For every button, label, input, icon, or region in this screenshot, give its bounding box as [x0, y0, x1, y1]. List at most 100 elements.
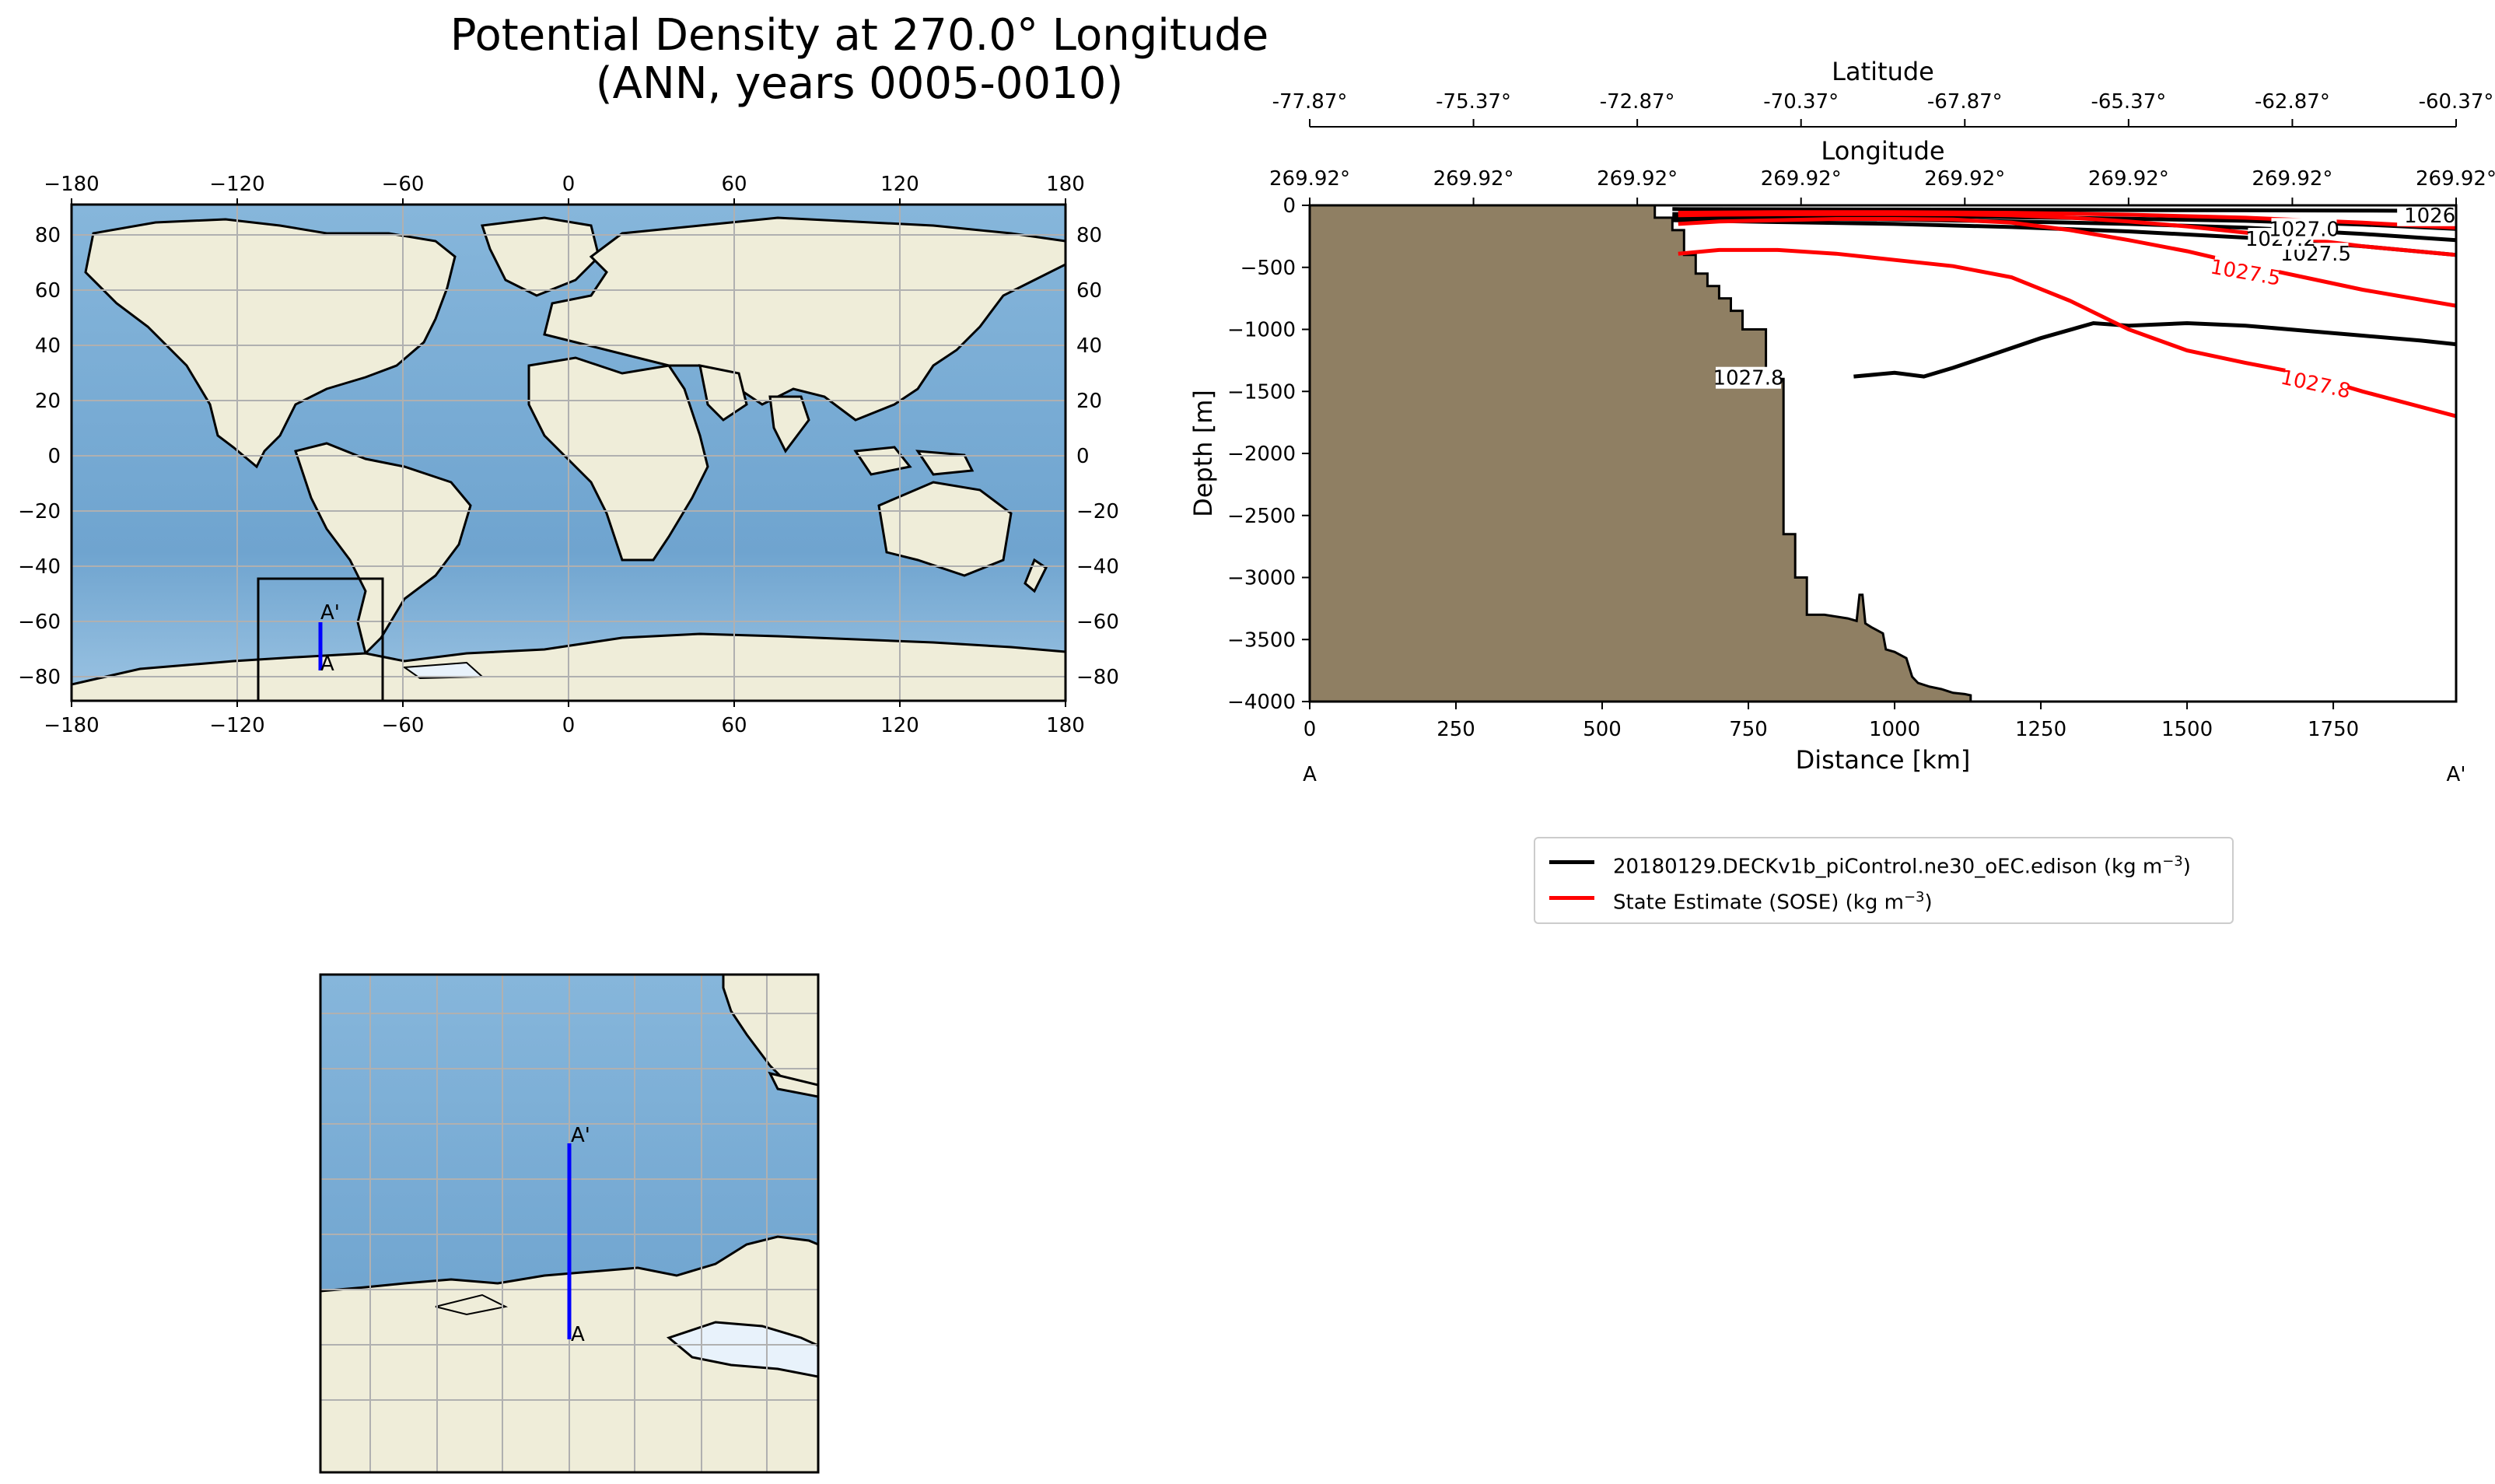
global-bottom-tick-label: −180	[44, 714, 99, 737]
latitude-tick-label: -72.87°	[1600, 90, 1675, 114]
global-right-tick-label: 80	[1076, 224, 1102, 247]
contour-line-4	[1672, 207, 2456, 213]
contour-label-bg	[2397, 205, 2456, 226]
latitude-tick-label: -60.37°	[2419, 90, 2494, 114]
distance-tick-label: 500	[1583, 718, 1622, 741]
depth-tick-label: −2500	[1227, 505, 1296, 528]
legend-label-sose: State Estimate (SOSE) (kg m	[1613, 891, 1904, 915]
inset-map: A' A	[319, 973, 820, 1474]
contour-line-0	[1853, 320, 2456, 379]
depth-axis-label: Depth [m]	[1188, 390, 1218, 517]
distance-tick-label: 750	[1729, 718, 1768, 741]
global-right-tick-label: 20	[1076, 390, 1102, 413]
legend-label-model: 20180129.DECKv1b_piControl.ne30_oEC.edis…	[1613, 855, 2163, 879]
legend-suffix-model: )	[2182, 855, 2191, 879]
secondary-axes: 269.92° 269.92° 269.92° 269.92° 269.92° 269.9…	[1269, 90, 2495, 205]
latitude-tick-label: -62.87°	[2255, 90, 2330, 114]
distance-tick-label: 250	[1436, 718, 1475, 741]
depth-tick-label: −500	[1241, 257, 1296, 280]
global-top-tick-label: −60	[382, 173, 425, 196]
depth-tick-label: −2000	[1227, 443, 1296, 466]
global-left-tick-label: 60	[35, 279, 61, 303]
global-transect-end-label: A'	[320, 601, 340, 625]
depth-tick-label: −1500	[1227, 380, 1296, 404]
distance-tick-label: 1750	[2308, 718, 2359, 741]
global-right-tick-label: −80	[1076, 666, 1119, 689]
global-bottom-tick-label: −120	[209, 714, 264, 737]
depth-tick-label: −4000	[1227, 691, 1296, 714]
inset-transect-start-label: A	[571, 1323, 585, 1346]
distance-tick-label: 0	[1303, 718, 1317, 741]
global-right-tick-label: 60	[1076, 279, 1102, 303]
global-map: A' A −180 −180 −120 −120 −60 −60 0 0 60 60 120 120 1…	[18, 173, 1119, 737]
depth-tick-label: 0	[1282, 194, 1296, 218]
global-bottom-tick-label: 60	[721, 714, 747, 737]
global-left-tick-label: −80	[18, 666, 61, 689]
legend-swatch-sose	[1549, 896, 1594, 900]
global-left-tick-label: 80	[35, 224, 61, 247]
longitude-axis-label: Longitude	[1821, 136, 1944, 166]
legend-exponent-model: −3	[2162, 853, 2183, 870]
contour-label: 1026	[2404, 205, 2455, 228]
contour-label-bg	[2281, 366, 2350, 402]
global-right-tick-label: 40	[1076, 334, 1102, 358]
longitude-tick-label: 269.92°	[1433, 167, 1514, 191]
legend-swatch-model	[1549, 860, 1594, 864]
global-left-tick-label: 20	[35, 390, 61, 413]
distance-tick-label: 1500	[2161, 718, 2213, 741]
density-section-chart: 1027.81027.81027.51027.51027.21027.01026…	[1188, 57, 2495, 786]
global-right-tick-label: −20	[1076, 500, 1119, 523]
global-bottom-tick-label: 0	[562, 714, 576, 737]
depth-tick-label: −3500	[1227, 628, 1296, 652]
longitude-tick-label: 269.92°	[2088, 167, 2169, 191]
latitude-tick-label: -67.87°	[1927, 90, 2003, 114]
longitude-tick-label: 269.92°	[2252, 167, 2332, 191]
global-top-tick-label: 120	[880, 173, 919, 196]
latitude-tick-label: -75.37°	[1436, 90, 1511, 114]
global-top-tick-label: −180	[44, 173, 99, 196]
global-top-tick-label: 0	[562, 173, 576, 196]
depth-tick-label: −3000	[1227, 567, 1296, 590]
section-end-label: A'	[2447, 763, 2466, 786]
global-top-tick-label: 60	[721, 173, 747, 196]
global-transect-start-label: A	[320, 653, 334, 676]
section-axes: 0 250 500 750 1000 1250 1500 1750 0 −500 −1000 −150…	[1227, 194, 2359, 741]
global-bottom-tick-label: 120	[880, 714, 919, 737]
global-right-tick-label: 0	[1076, 445, 1090, 468]
global-bottom-tick-label: 180	[1046, 714, 1085, 737]
latitude-axis-label: Latitude	[1832, 57, 1934, 86]
longitude-tick-label: 269.92°	[1761, 167, 1842, 191]
figure-title-line-2: (ANN, years 0005-0010)	[595, 58, 1124, 109]
global-map-ticks: −180 −180 −120 −120 −60 −60 0 0 60 60 120 120 180 180…	[18, 173, 1119, 737]
distance-tick-label: 1000	[1869, 718, 1920, 741]
global-left-tick-label: −40	[18, 555, 61, 579]
depth-tick-label: −1000	[1227, 319, 1296, 342]
legend: 20180129.DECKv1b_piControl.ne30_oEC.edis…	[1534, 837, 2234, 924]
legend-exponent-sose: −3	[1903, 889, 1925, 905]
global-left-tick-label: 0	[47, 445, 61, 468]
inset-transect-end-label: A'	[571, 1124, 590, 1147]
contour-label-bg	[2211, 256, 2280, 289]
contour-line-6	[1678, 217, 2456, 308]
latitude-tick-label: -70.37°	[1763, 90, 1839, 114]
global-right-tick-label: −40	[1076, 555, 1119, 579]
global-left-tick-label: −60	[18, 611, 61, 634]
longitude-tick-label: 269.92°	[1269, 167, 1350, 191]
global-bottom-tick-label: −60	[382, 714, 425, 737]
distance-tick-label: 1250	[2015, 718, 2066, 741]
global-left-tick-label: 40	[35, 334, 61, 358]
legend-suffix-sose: )	[1924, 891, 1933, 915]
longitude-tick-label: 269.92°	[2416, 167, 2495, 191]
global-map-land	[72, 216, 1066, 701]
global-map-grid	[72, 205, 1066, 701]
distance-axis-label: Distance [km]	[1796, 745, 1971, 775]
longitude-tick-label: 269.92°	[1597, 167, 1678, 191]
contour-label: 1027.8	[1713, 367, 1784, 390]
contour-label: 1027.0	[2269, 218, 2339, 241]
bathymetry-fill	[1310, 205, 1972, 702]
latitude-tick-label: -65.37°	[2091, 90, 2166, 114]
global-top-tick-label: −120	[209, 173, 264, 196]
global-left-tick-label: −20	[18, 500, 61, 523]
figure-title-line-1: Potential Density at 270.0° Longitude	[450, 10, 1269, 61]
